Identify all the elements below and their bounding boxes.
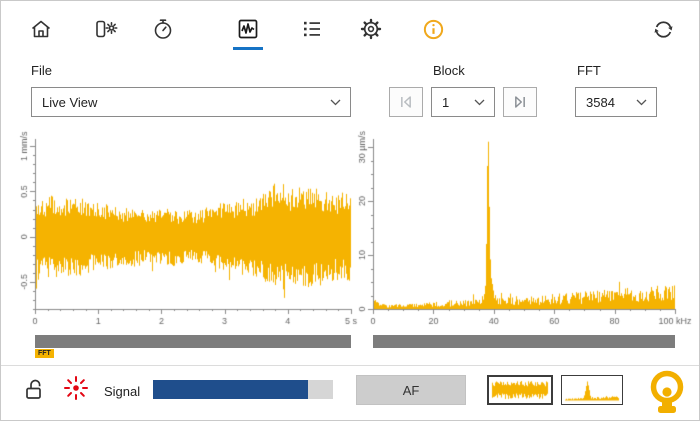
spectrum-thumbnail-icon [564, 378, 620, 402]
previous-block-icon [401, 96, 411, 108]
info-icon [423, 19, 443, 39]
laser-toggle[interactable] [61, 373, 91, 408]
next-block-icon [515, 96, 525, 108]
spectrum-chart-scrollbar[interactable] [373, 335, 675, 348]
active-tab-underline [233, 47, 263, 50]
unlock-icon [26, 379, 41, 399]
fft-label: FFT [577, 63, 601, 78]
home-tab[interactable] [28, 16, 54, 42]
signal-chart-tab[interactable] [235, 16, 261, 42]
home-icon [31, 20, 51, 38]
file-dropdown-value: Live View [42, 94, 98, 110]
block-next-button[interactable] [503, 87, 537, 117]
vibrometer-device-icon [650, 370, 684, 413]
signal-label: Signal [104, 384, 141, 399]
bottom-divider [1, 365, 699, 366]
chevron-down-icon [636, 99, 647, 105]
refresh-icon [654, 20, 672, 38]
timer-icon [154, 19, 172, 39]
af-button[interactable]: AF [356, 375, 466, 405]
laser-on-icon [64, 376, 88, 400]
settings-tab[interactable] [358, 16, 384, 42]
block-dropdown-value: 1 [442, 94, 450, 110]
block-dropdown[interactable]: 1 [431, 87, 495, 117]
signal-level-bar [153, 380, 333, 399]
file-label: File [31, 63, 52, 78]
lock-toggle[interactable] [23, 378, 47, 407]
fft-spectrum-chart[interactable] [349, 127, 699, 331]
file-dropdown[interactable]: Live View [31, 87, 351, 117]
fft-range-badge: FFT [35, 349, 54, 358]
laser-source-tab[interactable] [93, 16, 119, 42]
fft-dropdown-value: 3584 [586, 94, 615, 110]
block-label: Block [433, 63, 465, 78]
block-previous-button[interactable] [389, 87, 423, 117]
measurement-list-tab[interactable] [299, 16, 325, 42]
laser-source-icon [96, 20, 118, 38]
signal-chart-icon [238, 19, 258, 39]
refresh-button[interactable] [650, 16, 676, 42]
gear-icon [360, 18, 382, 40]
chevron-down-icon [474, 99, 485, 105]
time-thumbnail-icon [491, 378, 549, 402]
measurement-list-icon [304, 21, 320, 37]
signal-level-fill [153, 380, 308, 399]
time-signal-chart[interactable] [5, 127, 361, 331]
info-tab[interactable] [420, 16, 446, 42]
device-status-button[interactable] [643, 367, 691, 420]
timer-tab[interactable] [150, 16, 176, 42]
time-view-thumbnail-button[interactable] [487, 375, 553, 405]
chevron-down-icon [330, 99, 341, 105]
fft-dropdown[interactable]: 3584 [575, 87, 657, 117]
time-chart-scrollbar[interactable] [35, 335, 351, 348]
spectrum-view-thumbnail-button[interactable] [561, 375, 623, 405]
